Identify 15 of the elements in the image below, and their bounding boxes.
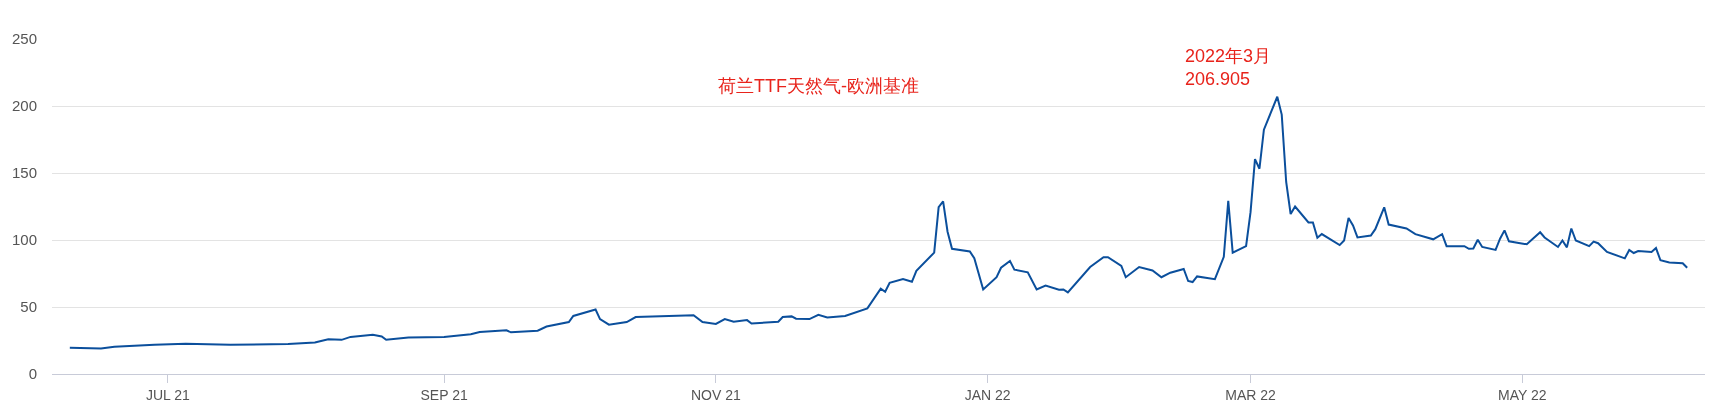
line-series: [68, 95, 1689, 350]
y-tick-label: 50: [20, 298, 37, 316]
x-tick-label: SEP 21: [420, 386, 468, 403]
x-tick-label: MAR 22: [1225, 386, 1277, 403]
y-tick-label: 100: [11, 231, 37, 249]
y-tick-label: 200: [11, 97, 37, 115]
annotation: 2022年3月 206.905: [1185, 46, 1272, 90]
x-tick-label: JAN 22: [964, 386, 1011, 403]
y-tick-label: 0: [28, 365, 37, 383]
x-tick-label: JUL 21: [145, 386, 190, 403]
y-tick-label: 250: [11, 30, 37, 48]
y-tick-label: 150: [11, 164, 37, 182]
x-tick-label: NOV 21: [690, 386, 741, 403]
text: 荷兰TTF天然气-欧洲基准: [718, 76, 919, 96]
x-tick-label: MAY 22: [1498, 386, 1547, 403]
